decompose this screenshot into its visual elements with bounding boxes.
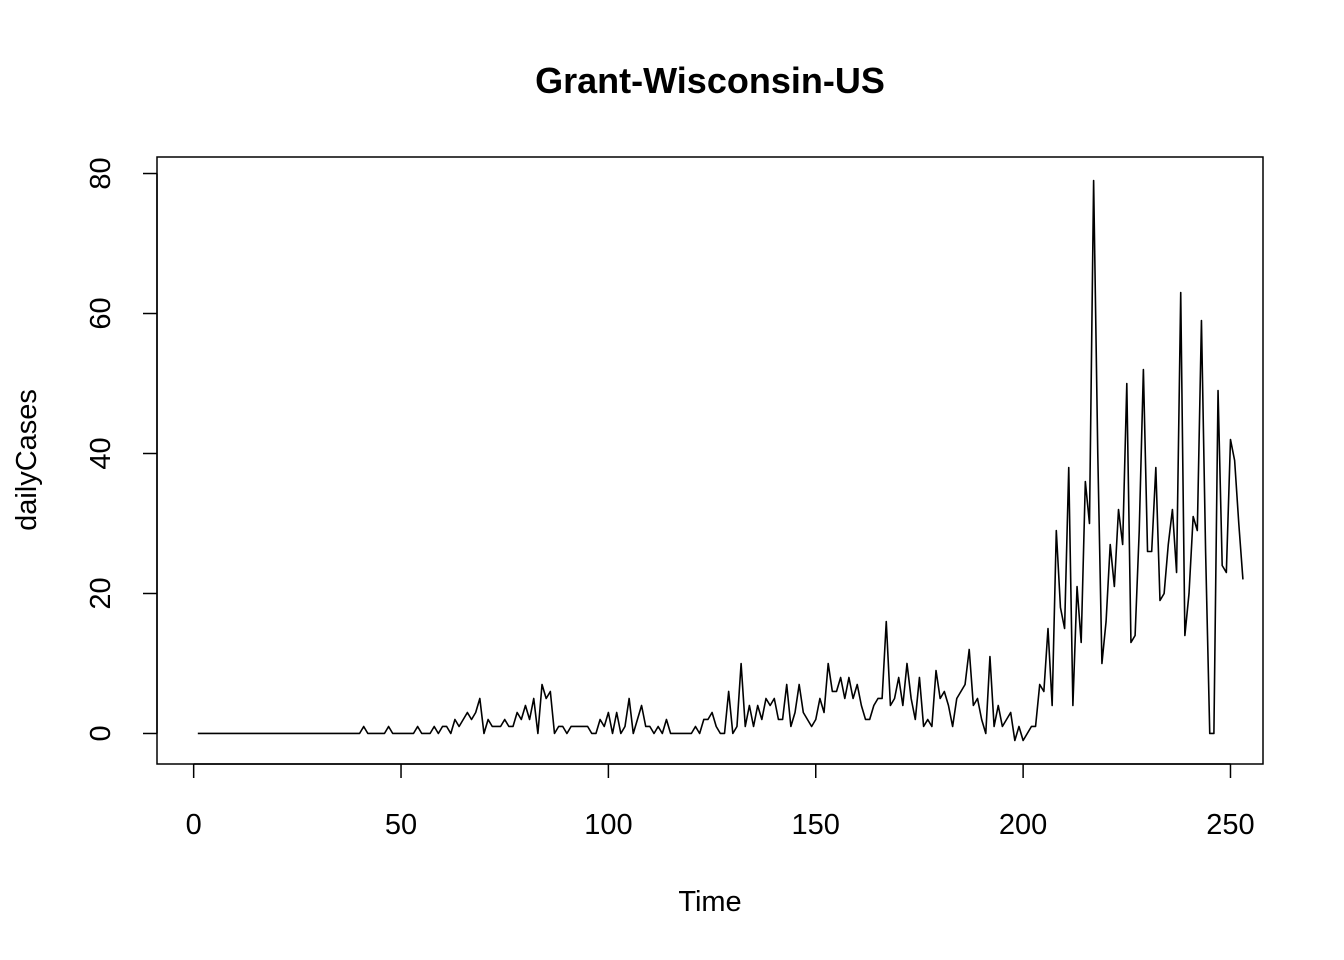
- data-points: [198, 181, 1243, 741]
- x-tick-label: 100: [584, 809, 632, 841]
- y-tick-label: 40: [85, 437, 117, 469]
- x-axis: 0 50 100 150 200 250: [186, 763, 1255, 841]
- y-tick-label: 20: [85, 577, 117, 609]
- series-line-daily-cases: [197, 179, 1244, 742]
- y-axis: 0 20 40 60 80: [85, 157, 158, 742]
- y-tick-label: 60: [85, 297, 117, 329]
- y-tick-label: 0: [85, 725, 117, 741]
- x-tick-label: 250: [1206, 809, 1254, 841]
- x-tick-label: 0: [186, 809, 202, 841]
- y-axis-label: dailyCases: [11, 389, 43, 531]
- x-tick-label: 50: [385, 809, 417, 841]
- chart-title: Grant-Wisconsin-US: [535, 60, 885, 101]
- x-axis-label: Time: [678, 886, 741, 918]
- y-tick-label: 80: [85, 157, 117, 189]
- x-tick-label: 200: [999, 809, 1047, 841]
- x-tick-label: 150: [792, 809, 840, 841]
- plot-frame: [156, 156, 1264, 765]
